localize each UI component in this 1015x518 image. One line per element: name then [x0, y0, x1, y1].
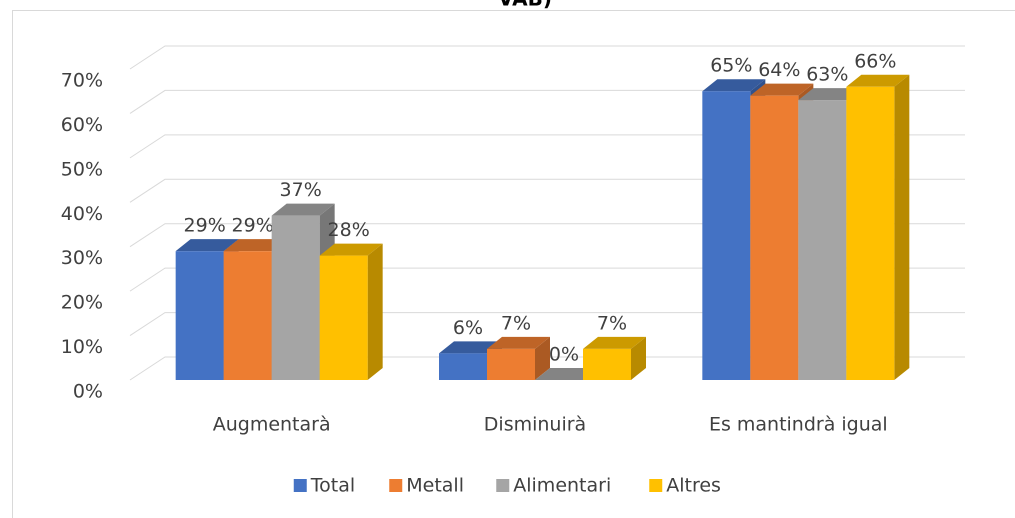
bar [487, 336, 550, 380]
bar-front [487, 348, 535, 380]
legend-swatch [496, 479, 510, 492]
value-label: 7% [501, 312, 531, 334]
chart-title: VAB) [498, 0, 552, 11]
bar [319, 243, 383, 380]
grid-line [129, 178, 965, 203]
bar-top [798, 88, 862, 101]
bar-top [271, 203, 335, 216]
bar-top [702, 79, 766, 92]
value-label: 66% [854, 50, 896, 72]
bar-side [535, 336, 550, 380]
value-label: 63% [806, 64, 848, 86]
y-tick-label: 10% [61, 336, 103, 358]
bar-front [175, 251, 224, 380]
grid-line [129, 312, 965, 336]
bar-top [175, 239, 239, 252]
bar-front [798, 100, 847, 380]
x-tick-label: Augmentarà [213, 414, 331, 436]
value-label: 29% [184, 215, 226, 237]
value-label: 65% [710, 55, 752, 77]
grid-line [129, 89, 965, 114]
y-tick-label: 60% [61, 114, 103, 136]
bar-front [271, 215, 320, 380]
legend-label: Altres [666, 475, 721, 497]
legend-label: Metall [406, 475, 464, 497]
y-tick-label: 20% [61, 292, 103, 314]
bar [535, 368, 598, 380]
y-tick-label: 70% [61, 70, 103, 92]
bar-top [487, 336, 550, 349]
bar-top [223, 239, 287, 252]
bar-front [846, 86, 895, 381]
bar-front [702, 91, 751, 380]
legend-swatch [293, 479, 307, 492]
grid-line [129, 356, 965, 381]
value-label: 6% [453, 317, 483, 339]
value-label: 37% [280, 179, 322, 201]
legend-swatch [389, 479, 403, 492]
grid-line [129, 267, 965, 292]
chart-border [12, 10, 1015, 518]
bar-side [894, 74, 910, 381]
bar-top [319, 243, 383, 256]
bar-front [319, 255, 368, 380]
legend-swatch [649, 479, 663, 492]
bar-front [439, 353, 487, 380]
grid-line [129, 223, 965, 248]
y-tick-label: 0% [73, 381, 103, 403]
y-tick-label: 50% [61, 158, 103, 180]
value-label: 0% [549, 344, 579, 366]
value-label: 29% [232, 215, 274, 237]
bar-front [223, 251, 272, 380]
x-tick-label: Disminuirà [484, 414, 586, 436]
bar-top [750, 83, 814, 96]
grid-line [129, 45, 965, 70]
bar-front [750, 95, 799, 381]
value-label: 7% [597, 312, 627, 334]
bar [583, 336, 646, 380]
bar-top [439, 341, 502, 354]
value-label: 64% [758, 59, 800, 81]
bar-front [583, 348, 631, 380]
grid-line [129, 134, 965, 159]
x-tick-label: Es mantindrà igual [709, 414, 888, 436]
bar-top [846, 74, 910, 87]
value-label: 28% [328, 219, 370, 241]
bar-top [535, 368, 598, 380]
legend-label: Alimentari [513, 475, 611, 497]
y-tick-label: 40% [61, 203, 103, 225]
bar-side [367, 243, 383, 380]
legend-label: Total [310, 475, 355, 497]
bar-side [631, 336, 646, 380]
bar [846, 74, 910, 381]
bar-top [583, 336, 646, 349]
y-tick-label: 30% [61, 247, 103, 269]
